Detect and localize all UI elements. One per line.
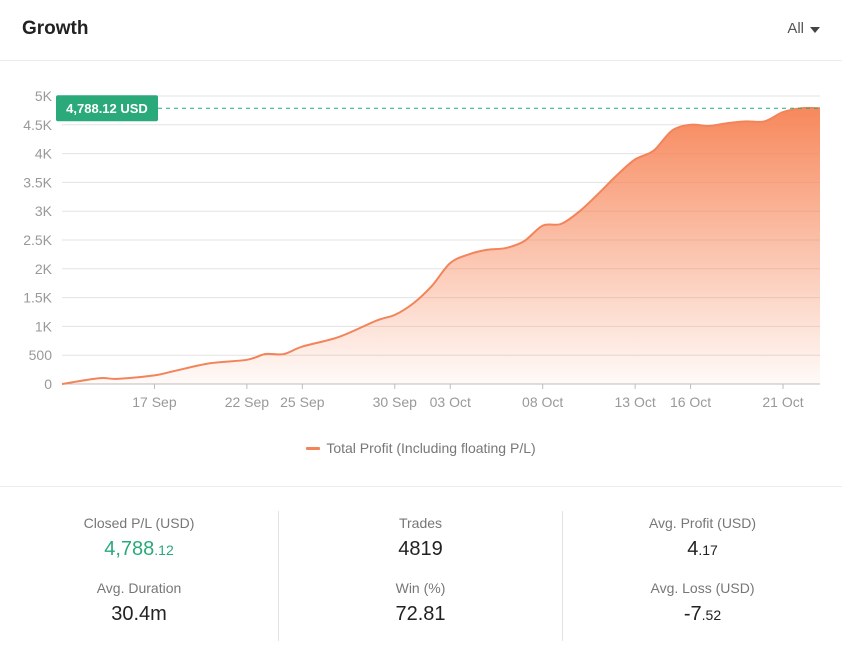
stats-column-right: Avg. Profit (USD) 4.17 Avg. Loss (USD) -… xyxy=(563,487,842,662)
range-dropdown[interactable]: All xyxy=(787,20,820,37)
trades-value: 4819 xyxy=(398,538,443,560)
x-tick-label: 16 Oct xyxy=(670,394,711,410)
closed-pl-label: Closed P/L (USD) xyxy=(83,515,195,531)
x-tick-label: 08 Oct xyxy=(522,394,563,410)
x-tick-label: 17 Sep xyxy=(132,394,177,410)
legend-label: Total Profit (Including floating P/L) xyxy=(326,440,536,456)
y-tick-label: 1K xyxy=(35,318,53,334)
growth-chart[interactable]: 0 500 1K 1.5K 2K 2.5K 3K 3.5K 4K 4.5K 5K 17 Sep 22 … xyxy=(0,60,842,430)
y-tick-label: 1.5K xyxy=(23,290,52,306)
y-tick-label: 5K xyxy=(35,88,53,104)
y-tick-label: 4K xyxy=(35,146,53,162)
avg-loss-label: Avg. Loss (USD) xyxy=(650,580,755,596)
x-tick-label: 22 Sep xyxy=(225,394,270,410)
stats-divider xyxy=(562,511,563,641)
closed-pl-value: 4,788.12 xyxy=(104,538,174,560)
trades-label: Trades xyxy=(398,515,443,531)
card-header: Growth All xyxy=(0,0,842,61)
current-value-badge-text: 4,788.12 USD xyxy=(66,101,148,116)
x-tick-label: 30 Sep xyxy=(373,394,418,410)
avg-loss-value: -7.52 xyxy=(683,603,722,625)
y-tick-label: 2K xyxy=(35,261,53,277)
x-tick-label: 03 Oct xyxy=(430,394,471,410)
current-value-badge: 4,788.12 USD xyxy=(56,95,158,122)
y-tick-label: 2.5K xyxy=(23,232,52,248)
avg-profit-label: Avg. Profit (USD) xyxy=(648,515,757,531)
y-tick-label: 3K xyxy=(35,203,53,219)
stats-divider xyxy=(278,511,279,641)
range-dropdown-label: All xyxy=(787,20,804,37)
card-title: Growth xyxy=(22,18,89,39)
avg-duration-value: 30.4m xyxy=(111,603,167,625)
profit-area xyxy=(62,107,820,385)
win-label: Win (%) xyxy=(395,580,446,596)
y-tick-label: 4.5K xyxy=(23,117,52,133)
y-tick-label: 3.5K xyxy=(23,174,52,190)
x-tick-label: 21 Oct xyxy=(762,394,803,410)
x-tick-label: 13 Oct xyxy=(614,394,655,410)
x-tick-label: 25 Sep xyxy=(280,394,325,410)
y-tick-label: 0 xyxy=(44,376,52,392)
avg-duration-label: Avg. Duration xyxy=(96,580,182,596)
chart-legend[interactable]: Total Profit (Including floating P/L) xyxy=(0,440,842,456)
legend-swatch xyxy=(306,446,321,450)
profit-line xyxy=(61,106,821,385)
win-value: 72.81 xyxy=(395,603,446,625)
y-tick-label: 500 xyxy=(29,347,53,363)
stats-panel: Closed P/L (USD) 4,788.12 Avg. Duration … xyxy=(0,486,842,662)
stats-column-middle: Trades 4819 Win (%) 72.81 xyxy=(279,487,562,662)
avg-profit-value: 4.17 xyxy=(687,538,718,560)
stats-column-left: Closed P/L (USD) 4,788.12 Avg. Duration … xyxy=(0,487,278,662)
caret-down-icon xyxy=(810,26,820,33)
